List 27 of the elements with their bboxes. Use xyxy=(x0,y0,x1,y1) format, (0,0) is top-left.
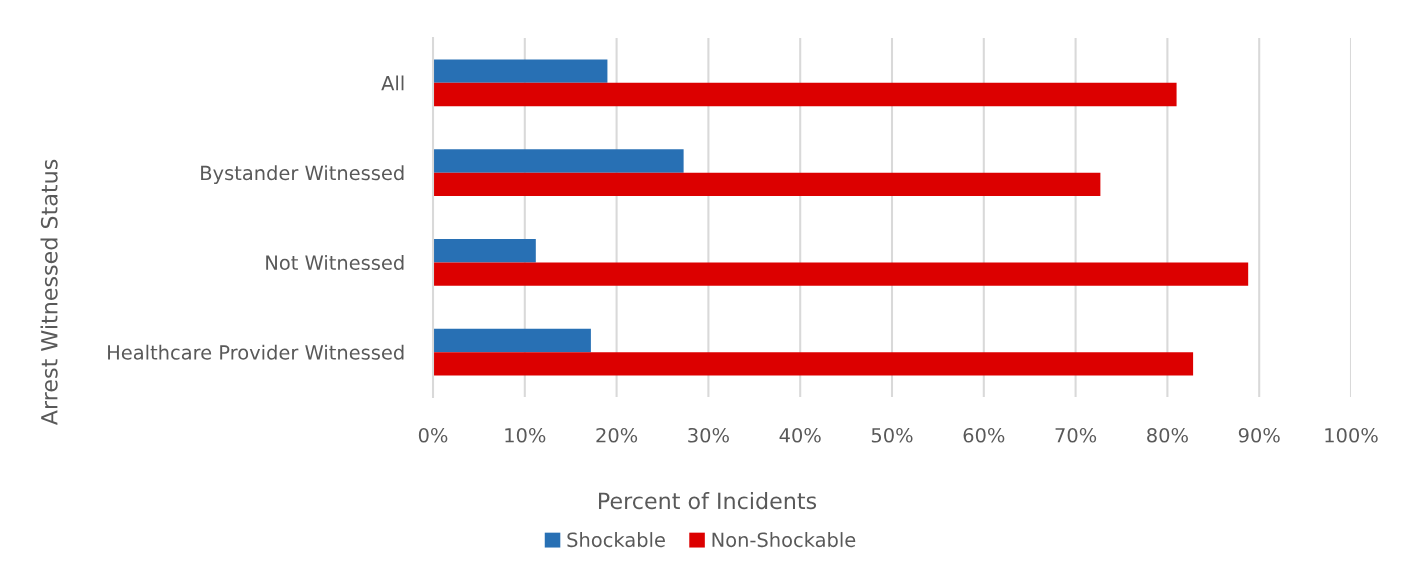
x-tick-label: 20% xyxy=(596,427,638,443)
bar xyxy=(433,59,608,83)
y-tick-label: Healthcare Provider Witnessed xyxy=(108,344,404,360)
bar xyxy=(433,172,1101,196)
legend-label: Non-Shockable xyxy=(712,532,856,548)
x-tick-label: 40% xyxy=(779,427,821,443)
y-axis-title: Arrest Witnessed Status xyxy=(40,159,58,426)
bar xyxy=(433,239,536,263)
y-tick-label: All xyxy=(381,75,404,91)
x-tick-label: 90% xyxy=(1238,427,1280,443)
bar xyxy=(433,328,591,353)
x-tick-label: 80% xyxy=(1147,427,1188,443)
legend-label: Shockable xyxy=(567,532,665,548)
bar xyxy=(433,352,1194,376)
x-tick-label: 50% xyxy=(871,427,913,443)
x-tick-label: 70% xyxy=(1055,427,1097,443)
x-tick-label: 100% xyxy=(1325,427,1378,443)
bar xyxy=(433,262,1249,286)
x-tick-label: 30% xyxy=(688,427,729,443)
x-axis-title: Percent of Incidents xyxy=(599,492,817,510)
x-tick-label: 60% xyxy=(963,427,1005,443)
bar xyxy=(433,82,1177,107)
x-tick-label: 0% xyxy=(418,427,448,443)
y-tick-label: Bystander Witnessed xyxy=(201,165,404,185)
bar xyxy=(433,149,684,173)
x-tick-label: 10% xyxy=(505,427,546,443)
y-tick-label: Not Witnessed xyxy=(266,254,404,271)
